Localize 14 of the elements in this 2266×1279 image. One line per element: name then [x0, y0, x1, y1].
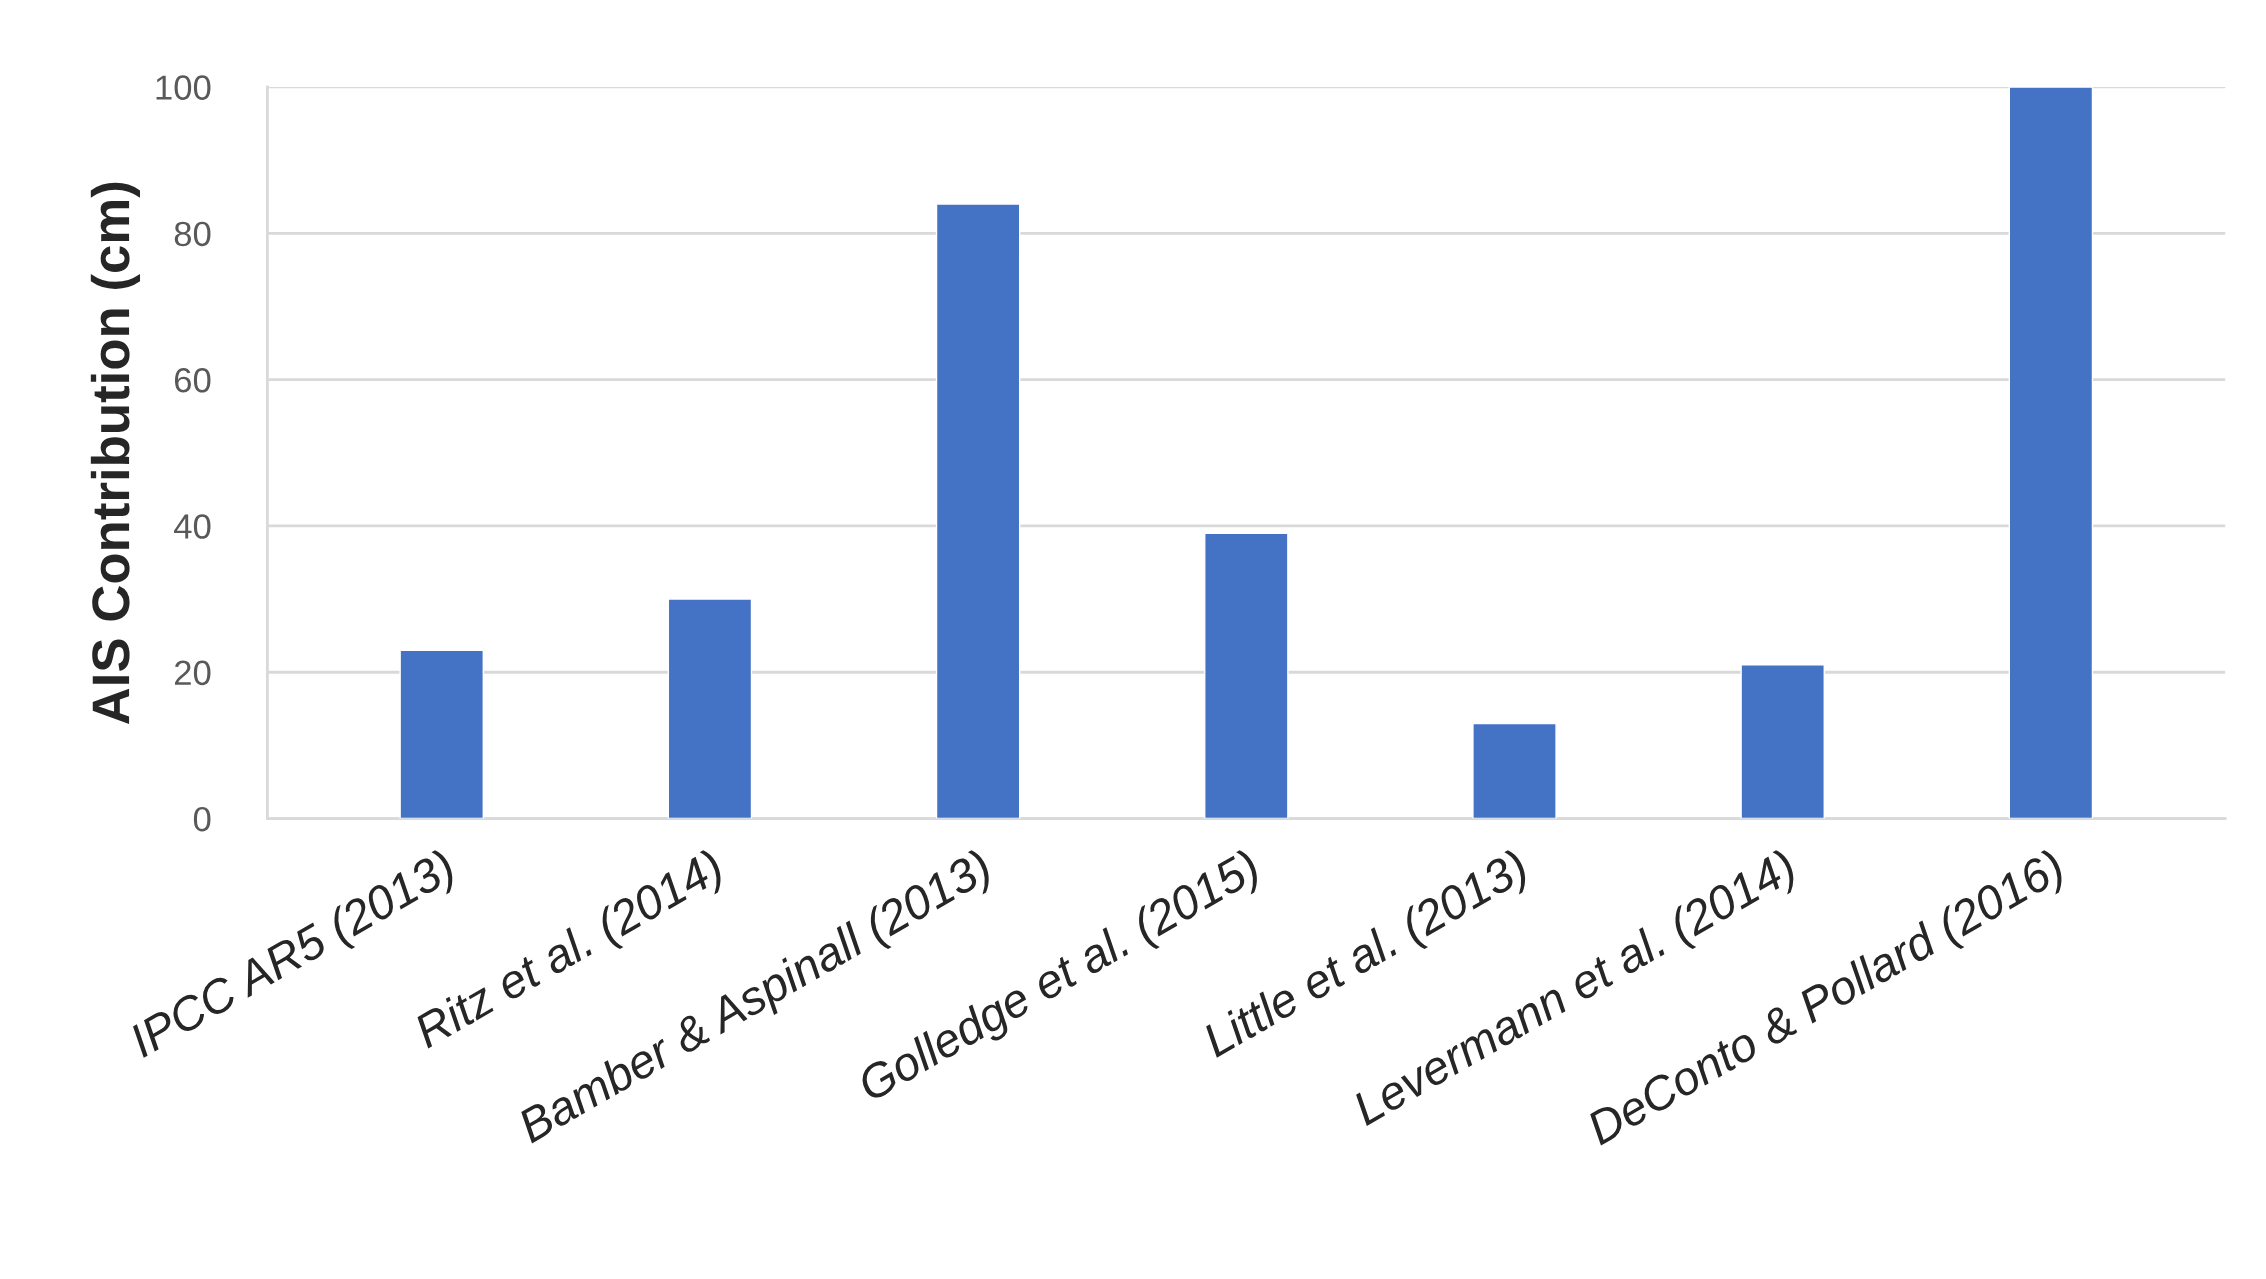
y-tick-label: 40: [174, 514, 211, 539]
y-tick-label: 60: [174, 367, 211, 393]
bar: [2008, 86, 2094, 819]
y-tick-label: 100: [156, 75, 211, 100]
bar: [1740, 664, 1825, 819]
y-tick-label: 80: [174, 221, 211, 247]
bar: [935, 203, 1021, 819]
y-tick-label: 0: [193, 806, 211, 832]
y-tick-label: 20: [174, 660, 211, 686]
bar: [399, 649, 484, 819]
bar: [1204, 532, 1289, 819]
bar: [1472, 722, 1557, 819]
bar: [667, 598, 753, 819]
y-axis-title: AIS Contribution (cm): [90, 182, 141, 725]
